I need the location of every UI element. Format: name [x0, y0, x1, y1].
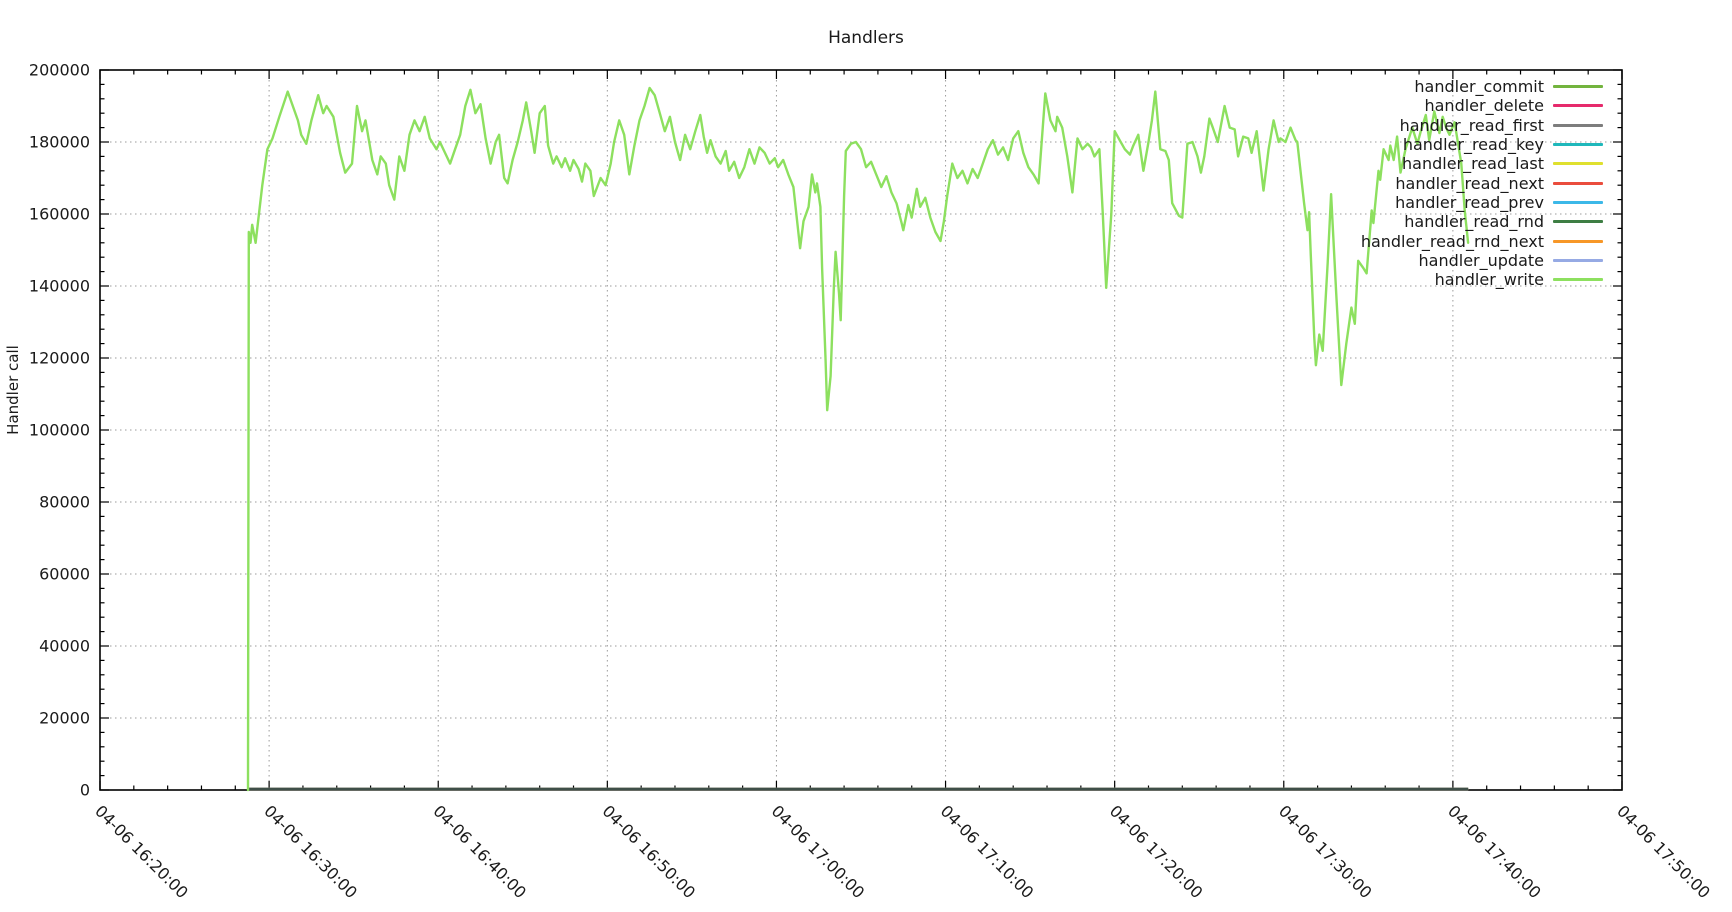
legend-item: handler_commit [1361, 77, 1603, 96]
legend-swatch [1553, 143, 1603, 147]
legend-item: handler_update [1361, 251, 1603, 270]
y-tick-label: 40000 [39, 637, 90, 656]
y-tick-label: 200000 [29, 61, 90, 80]
y-tick-label: 100000 [29, 421, 90, 440]
legend-swatch [1553, 123, 1603, 127]
legend-label: handler_write [1434, 270, 1544, 290]
y-tick-label: 180000 [29, 133, 90, 152]
legend-swatch [1553, 200, 1603, 204]
legend-swatch [1553, 278, 1603, 282]
legend-item: handler_read_key [1361, 135, 1603, 154]
legend-swatch [1553, 220, 1603, 224]
y-tick-label: 60000 [39, 565, 90, 584]
y-tick-label: 140000 [29, 277, 90, 296]
legend-swatch [1553, 239, 1603, 243]
legend-swatch [1553, 162, 1603, 166]
y-tick-label: 0 [80, 781, 90, 800]
legend-swatch [1553, 104, 1603, 108]
x-tick-label: 04-06 17:10:00 [937, 801, 1038, 902]
legend-swatch [1553, 181, 1603, 185]
x-tick-label: 04-06 17:50:00 [1613, 801, 1714, 902]
legend-swatch [1553, 258, 1603, 262]
legend-label: handler_commit [1414, 77, 1544, 97]
y-tick-label: 160000 [29, 205, 90, 224]
x-tick-label: 04-06 16:40:00 [429, 801, 530, 902]
y-axis-label: Handler call [4, 345, 22, 435]
series-line-handler_write [246, 86, 1470, 792]
x-tick-label: 04-06 17:20:00 [1106, 801, 1207, 902]
x-tick-label: 04-06 17:30:00 [1275, 801, 1376, 902]
legend-item: handler_read_rnd [1361, 212, 1603, 231]
legend-swatch [1553, 85, 1603, 89]
x-tick-label: 04-06 16:30:00 [260, 801, 361, 902]
legend-item: handler_read_last [1361, 154, 1603, 173]
x-tick-label: 04-06 17:40:00 [1444, 801, 1545, 902]
x-tick-label: 04-06 16:20:00 [91, 801, 192, 902]
legend-label: handler_delete [1424, 96, 1544, 116]
legend-item: handler_read_rnd_next [1360, 231, 1603, 251]
legend-label: handler_read_prev [1395, 192, 1544, 212]
legend-label: handler_read_key [1402, 135, 1544, 155]
legend-label: handler_update [1418, 250, 1544, 270]
legend-label: handler_read_last [1402, 154, 1544, 174]
legend: handler_commit handler_delete handler_read… [1361, 77, 1603, 289]
x-tick-label: 04-06 16:50:00 [599, 801, 700, 902]
legend-label: handler_read_next [1395, 173, 1544, 193]
legend-item: handler_read_first [1361, 116, 1603, 135]
legend-item: handler_read_next [1361, 173, 1603, 193]
legend-item: handler_read_prev [1361, 193, 1603, 212]
chart-title: Handlers [828, 28, 904, 48]
legend-label: handler_read_rnd_next [1360, 231, 1544, 251]
x-tick-label: 04-06 17:00:00 [768, 801, 869, 902]
y-tick-label: 20000 [39, 709, 90, 728]
y-tick-label: 80000 [39, 493, 90, 512]
y-tick-label: 120000 [29, 349, 90, 368]
legend-label: handler_read_first [1399, 115, 1544, 135]
legend-label: handler_read_rnd [1404, 212, 1544, 232]
legend-item: handler_write [1361, 270, 1603, 289]
legend-item: handler_delete [1361, 96, 1603, 115]
